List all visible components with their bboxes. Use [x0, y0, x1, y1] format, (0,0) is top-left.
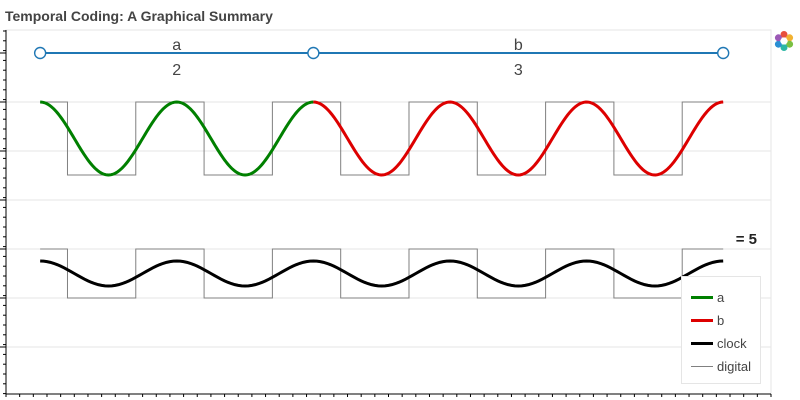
legend-item-digital[interactable]: digital	[691, 357, 751, 375]
logo-glyph	[774, 31, 794, 51]
series-a-line	[40, 100, 314, 177]
legend-item-a[interactable]: a	[691, 288, 724, 306]
grid-lines	[5, 29, 772, 395]
legend-label: b	[717, 312, 725, 328]
segment-value: 3	[514, 62, 523, 79]
segment-value: 2	[172, 62, 181, 79]
legend-label: a	[717, 289, 725, 305]
segment-node[interactable]	[716, 46, 730, 60]
legend-item-clock[interactable]: clock	[691, 334, 747, 352]
legend-item-b[interactable]: b	[691, 311, 724, 329]
segment-track: a 2 b 3	[33, 37, 730, 79]
digital-line-upper	[40, 101, 724, 176]
series-b-line	[313, 100, 724, 177]
legend-swatch	[691, 318, 713, 322]
digital-series	[40, 101, 724, 299]
legend-label: digital	[717, 358, 751, 374]
series-clock-line	[40, 259, 724, 288]
axes	[0, 30, 772, 397]
plot-frame	[5, 29, 772, 395]
legend-swatch	[691, 341, 713, 345]
bokeh-logo-icon[interactable]	[773, 30, 795, 52]
legend: a b clock digital	[681, 276, 761, 384]
legend-swatch	[691, 365, 713, 367]
period-label: = 5	[736, 231, 757, 248]
legend-swatch	[691, 295, 713, 299]
segment-name: a	[172, 37, 181, 54]
chart-title: Temporal Coding: A Graphical Summary	[5, 8, 273, 24]
wave-series	[40, 100, 724, 288]
digital-line-lower	[40, 248, 724, 299]
segment-node[interactable]	[33, 46, 47, 60]
segment-name: b	[514, 37, 523, 54]
segment-node[interactable]	[307, 46, 320, 60]
legend-label: clock	[717, 335, 747, 351]
